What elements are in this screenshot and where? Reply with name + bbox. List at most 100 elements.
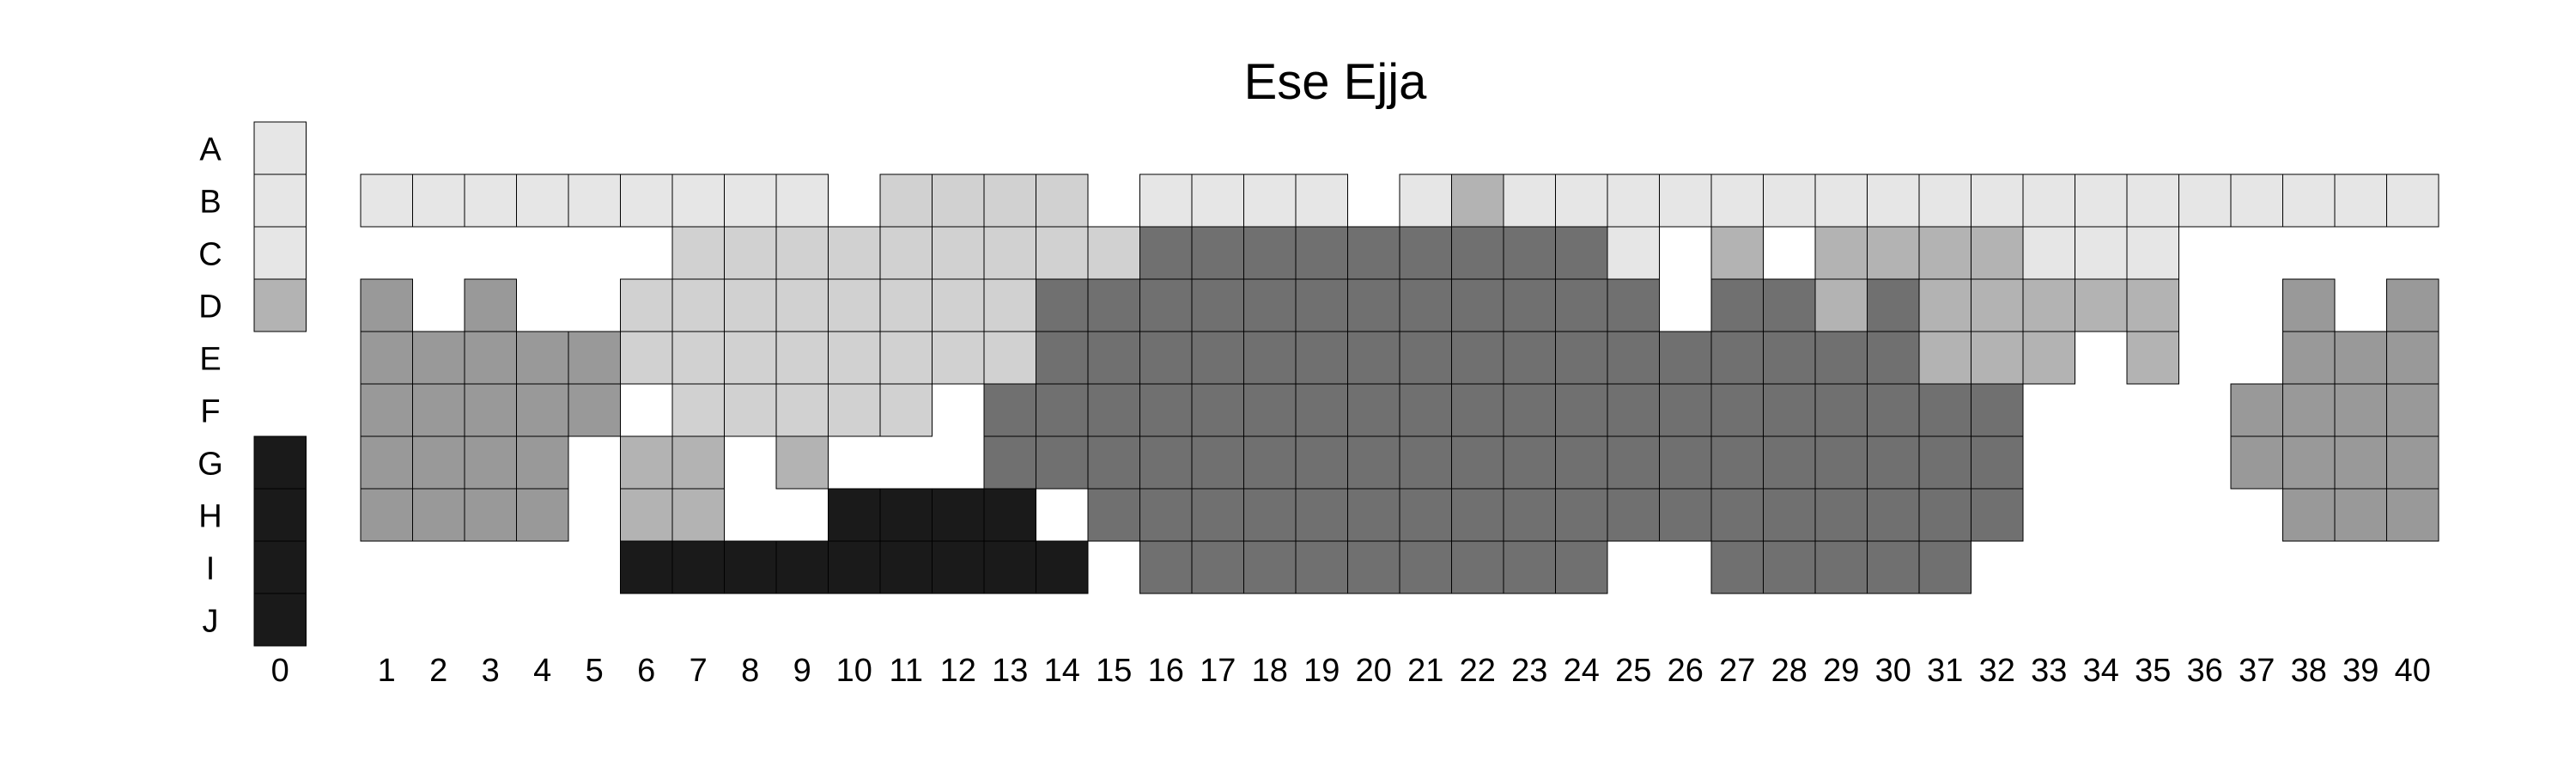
column-label-1: 1: [378, 653, 396, 689]
cell-d-1: [360, 278, 413, 332]
column-label-37: 37: [2239, 653, 2275, 689]
cell-e-16: [1139, 331, 1193, 385]
cell-i-22: [1451, 540, 1504, 594]
cell-d-32: [1971, 278, 2024, 332]
cell-e-33: [2022, 331, 2075, 385]
column-label-40: 40: [2395, 653, 2431, 689]
cell-i-18: [1243, 540, 1297, 594]
cell-c-20: [1347, 226, 1400, 280]
column-label-2: 2: [429, 653, 447, 689]
cell-b-12: [932, 173, 985, 228]
cell-c-30: [1867, 226, 1920, 280]
cell-e-17: [1191, 331, 1244, 385]
cell-d-28: [1763, 278, 1816, 332]
cell-h-4: [516, 488, 569, 542]
cell-b-34: [2075, 173, 2128, 228]
cell-b-27: [1710, 173, 1764, 228]
cell-b-35: [2126, 173, 2179, 228]
cell-b-19: [1295, 173, 1348, 228]
cell-f-7: [671, 383, 725, 437]
cell-g-6: [620, 435, 673, 490]
cell-h-13: [983, 488, 1036, 542]
cell-h-38: [2282, 488, 2336, 542]
cell-f-3: [464, 383, 517, 437]
column-label-20: 20: [1356, 653, 1392, 689]
cell-h-21: [1399, 488, 1452, 542]
cell-h-25: [1607, 488, 1660, 542]
cell-f-27: [1710, 383, 1764, 437]
column-label-16: 16: [1148, 653, 1184, 689]
cell-b-23: [1503, 173, 1556, 228]
row-label-b: B: [199, 185, 221, 221]
column-label-31: 31: [1927, 653, 1963, 689]
cell-h-3: [464, 488, 517, 542]
cell-i-6: [620, 540, 673, 594]
cell-d-12: [932, 278, 985, 332]
cell-d-18: [1243, 278, 1297, 332]
cell-b-32: [1971, 173, 2024, 228]
column-label-35: 35: [2135, 653, 2171, 689]
cell-d-23: [1503, 278, 1556, 332]
row-label-a: A: [199, 132, 222, 168]
cell-f-10: [828, 383, 881, 437]
cell-d-10: [828, 278, 881, 332]
cell-h-29: [1814, 488, 1868, 542]
cell-d-20: [1347, 278, 1400, 332]
cell-g-22: [1451, 435, 1504, 490]
cell-c-11: [879, 226, 933, 280]
cell-b-14: [1036, 173, 1089, 228]
column-label-24: 24: [1564, 653, 1600, 689]
cell-b-16: [1139, 173, 1193, 228]
cell-g-14: [1036, 435, 1089, 490]
legend-cell-b: [253, 173, 307, 228]
cell-d-8: [724, 278, 777, 332]
column-labels: 0 1 2 3 4 5 6 7 8 9 10 11 12 13 14 15 16 17 18 19 20 21 22 23 24…: [271, 653, 2431, 689]
cell-e-31: [1918, 331, 1971, 385]
cell-f-11: [879, 383, 933, 437]
cell-f-19: [1295, 383, 1348, 437]
cell-e-13: [983, 331, 1036, 385]
cell-b-11: [879, 173, 933, 228]
cell-g-38: [2282, 435, 2336, 490]
cell-e-10: [828, 331, 881, 385]
cell-i-21: [1399, 540, 1452, 594]
cell-c-23: [1503, 226, 1556, 280]
cell-b-9: [775, 173, 829, 228]
cell-f-32: [1971, 383, 2024, 437]
column-label-3: 3: [482, 653, 500, 689]
column-label-0: 0: [271, 653, 289, 689]
cell-g-37: [2230, 435, 2283, 490]
cell-h-11: [879, 488, 933, 542]
cell-h-39: [2334, 488, 2387, 542]
cell-c-7: [671, 226, 725, 280]
cell-b-36: [2178, 173, 2232, 228]
legend-cell-a: [253, 121, 307, 175]
column-label-13: 13: [992, 653, 1028, 689]
column-label-32: 32: [1979, 653, 2015, 689]
cell-d-31: [1918, 278, 1971, 332]
cell-g-16: [1139, 435, 1193, 490]
cell-i-20: [1347, 540, 1400, 594]
cell-d-38: [2282, 278, 2336, 332]
cell-i-17: [1191, 540, 1244, 594]
column-label-21: 21: [1407, 653, 1443, 689]
row-label-j: J: [203, 604, 219, 640]
cell-f-16: [1139, 383, 1193, 437]
row-label-i: I: [206, 551, 216, 587]
cell-c-18: [1243, 226, 1297, 280]
cell-e-3: [464, 331, 517, 385]
cell-b-22: [1451, 173, 1504, 228]
cell-f-2: [412, 383, 465, 437]
cell-h-10: [828, 488, 881, 542]
cell-g-21: [1399, 435, 1452, 490]
cell-f-23: [1503, 383, 1556, 437]
cell-b-31: [1918, 173, 1971, 228]
cell-e-25: [1607, 331, 1660, 385]
cell-h-22: [1451, 488, 1504, 542]
column-label-10: 10: [836, 653, 872, 689]
column-label-36: 36: [2187, 653, 2223, 689]
row-label-e: E: [199, 342, 221, 378]
cell-e-32: [1971, 331, 2024, 385]
cell-b-40: [2386, 173, 2439, 228]
cell-f-1: [360, 383, 413, 437]
